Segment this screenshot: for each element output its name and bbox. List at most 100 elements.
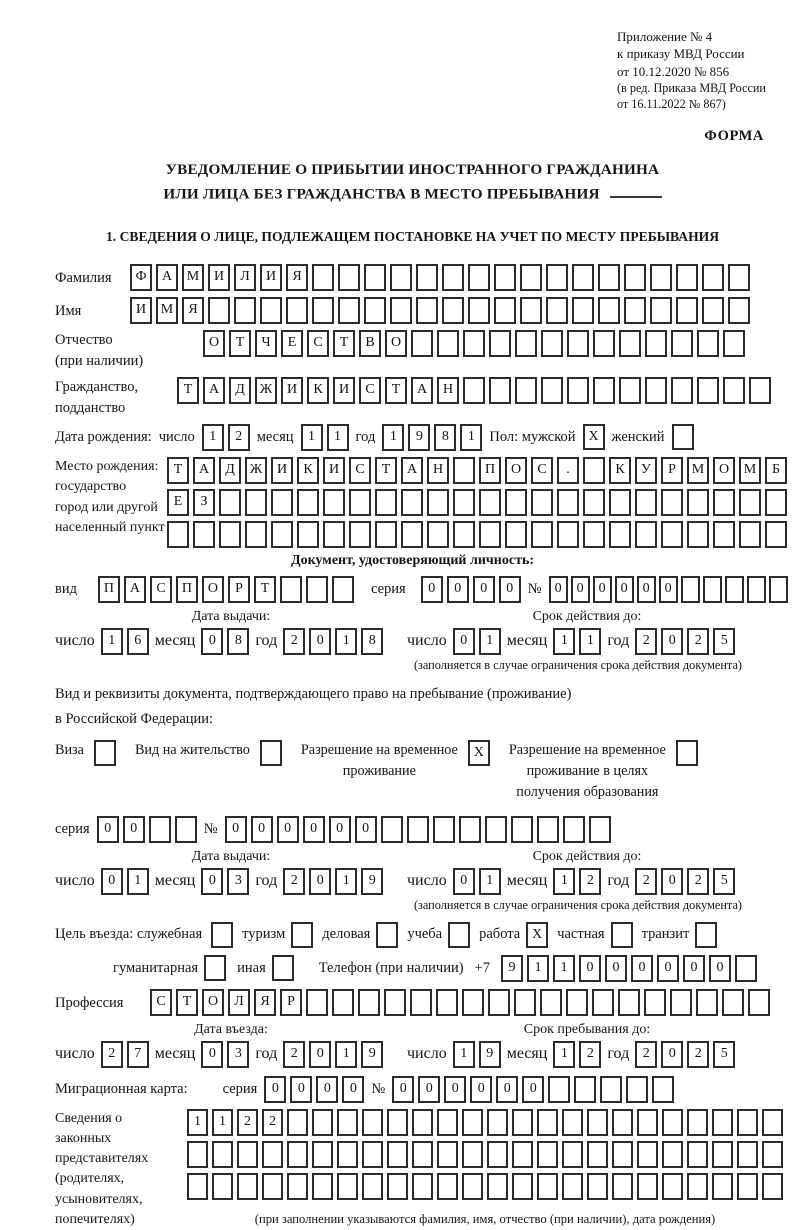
char-cell[interactable] — [362, 1108, 383, 1136]
char-cell[interactable] — [537, 1172, 558, 1200]
char-cell[interactable]: Т — [253, 575, 276, 603]
char-cell[interactable]: Р — [227, 575, 250, 603]
purpose-transit-checkbox[interactable] — [695, 921, 718, 948]
char-cell[interactable]: П — [479, 456, 501, 484]
char-cell[interactable] — [208, 296, 230, 324]
char-cell[interactable] — [442, 296, 464, 324]
char-cell[interactable] — [739, 520, 761, 548]
char-cell[interactable]: Н — [427, 456, 449, 484]
char-cell[interactable] — [696, 988, 718, 1016]
char-cell[interactable] — [401, 520, 423, 548]
char-cell[interactable] — [583, 488, 605, 516]
char-cell[interactable]: А — [156, 263, 178, 291]
char-cell[interactable]: 9 — [478, 1040, 501, 1068]
char-cell[interactable] — [337, 1172, 358, 1200]
char-cell[interactable]: 1 — [553, 867, 576, 895]
char-cell[interactable] — [390, 263, 412, 291]
char-cell[interactable]: О — [713, 456, 735, 484]
char-cell[interactable] — [512, 1108, 533, 1136]
char-cell[interactable]: 1 — [335, 867, 358, 895]
char-cell[interactable]: 2 — [579, 1040, 602, 1068]
char-cell[interactable] — [312, 1108, 333, 1136]
char-cell[interactable] — [387, 1172, 408, 1200]
char-cell[interactable] — [412, 1172, 433, 1200]
residence-permit-checkbox[interactable] — [259, 739, 282, 766]
char-cell[interactable]: 8 — [227, 627, 250, 655]
char-cell[interactable]: И — [281, 376, 303, 404]
char-cell[interactable] — [514, 988, 536, 1016]
char-cell[interactable] — [462, 1172, 483, 1200]
char-cell[interactable]: 9 — [408, 423, 431, 451]
char-cell[interactable]: 1 — [326, 423, 349, 451]
char-cell[interactable]: Е — [281, 329, 303, 357]
char-cell[interactable]: М — [687, 456, 709, 484]
char-cell[interactable] — [515, 376, 537, 404]
char-cell[interactable]: 1 — [526, 954, 549, 982]
char-cell[interactable]: 0 — [250, 815, 273, 843]
char-cell[interactable] — [358, 988, 380, 1016]
char-cell[interactable] — [572, 296, 594, 324]
char-cell[interactable] — [362, 1172, 383, 1200]
char-cell[interactable] — [676, 263, 698, 291]
char-cell[interactable] — [462, 1108, 483, 1136]
char-cell[interactable] — [593, 376, 615, 404]
char-cell[interactable] — [271, 488, 293, 516]
char-cell[interactable]: 0 — [661, 627, 684, 655]
char-cell[interactable] — [723, 376, 745, 404]
char-cell[interactable]: 2 — [687, 1040, 710, 1068]
char-cell[interactable]: З — [193, 488, 215, 516]
char-cell[interactable] — [520, 263, 542, 291]
char-cell[interactable] — [212, 1140, 233, 1168]
char-cell[interactable]: С — [531, 456, 553, 484]
char-cell[interactable] — [384, 988, 406, 1016]
char-cell[interactable] — [541, 376, 563, 404]
char-cell[interactable] — [312, 1140, 333, 1168]
char-cell[interactable]: 1 — [201, 423, 224, 451]
char-cell[interactable]: 0 — [630, 954, 653, 982]
char-cell[interactable]: 1 — [552, 954, 575, 982]
char-cell[interactable] — [537, 1140, 558, 1168]
char-cell[interactable]: 2 — [100, 1040, 123, 1068]
char-cell[interactable]: 1 — [460, 423, 483, 451]
char-cell[interactable] — [337, 1108, 358, 1136]
char-cell[interactable] — [598, 296, 620, 324]
char-cell[interactable]: Ф — [130, 263, 152, 291]
char-cell[interactable] — [458, 815, 481, 843]
char-cell[interactable] — [442, 263, 464, 291]
char-cell[interactable] — [193, 520, 215, 548]
char-cell[interactable]: 0 — [604, 954, 627, 982]
char-cell[interactable] — [487, 1108, 508, 1136]
char-cell[interactable]: К — [307, 376, 329, 404]
char-cell[interactable] — [739, 488, 761, 516]
char-cell[interactable]: И — [323, 456, 345, 484]
char-cell[interactable]: 0 — [592, 575, 612, 603]
char-cell[interactable] — [437, 329, 459, 357]
char-cell[interactable]: 2 — [635, 627, 658, 655]
char-cell[interactable]: 0 — [682, 954, 705, 982]
char-cell[interactable] — [305, 575, 328, 603]
char-cell[interactable]: 0 — [309, 867, 332, 895]
char-cell[interactable] — [650, 263, 672, 291]
char-cell[interactable] — [489, 376, 511, 404]
char-cell[interactable]: Т — [177, 376, 199, 404]
char-cell[interactable]: 0 — [498, 575, 521, 603]
char-cell[interactable]: 0 — [276, 815, 299, 843]
purpose-business-checkbox[interactable] — [376, 921, 399, 948]
char-cell[interactable]: О — [505, 456, 527, 484]
char-cell[interactable] — [765, 488, 787, 516]
char-cell[interactable]: А — [401, 456, 423, 484]
visa-checkbox[interactable] — [93, 739, 116, 766]
char-cell[interactable]: 0 — [656, 954, 679, 982]
char-cell[interactable]: 0 — [290, 1075, 313, 1103]
char-cell[interactable]: О — [385, 329, 407, 357]
char-cell[interactable] — [749, 376, 771, 404]
